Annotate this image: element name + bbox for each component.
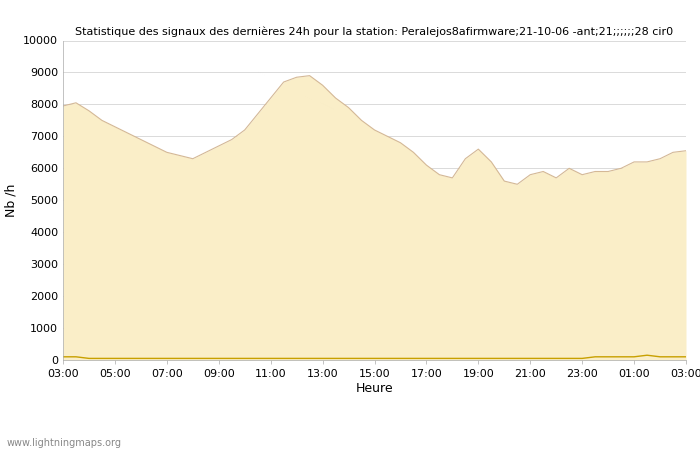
Title: Statistique des signaux des dernières 24h pour la station: Peralejos8afirmware;2: Statistique des signaux des dernières 24…: [76, 27, 673, 37]
Text: www.lightningmaps.org: www.lightningmaps.org: [7, 438, 122, 448]
Y-axis label: Nb /h: Nb /h: [5, 184, 18, 217]
X-axis label: Heure: Heure: [356, 382, 393, 395]
